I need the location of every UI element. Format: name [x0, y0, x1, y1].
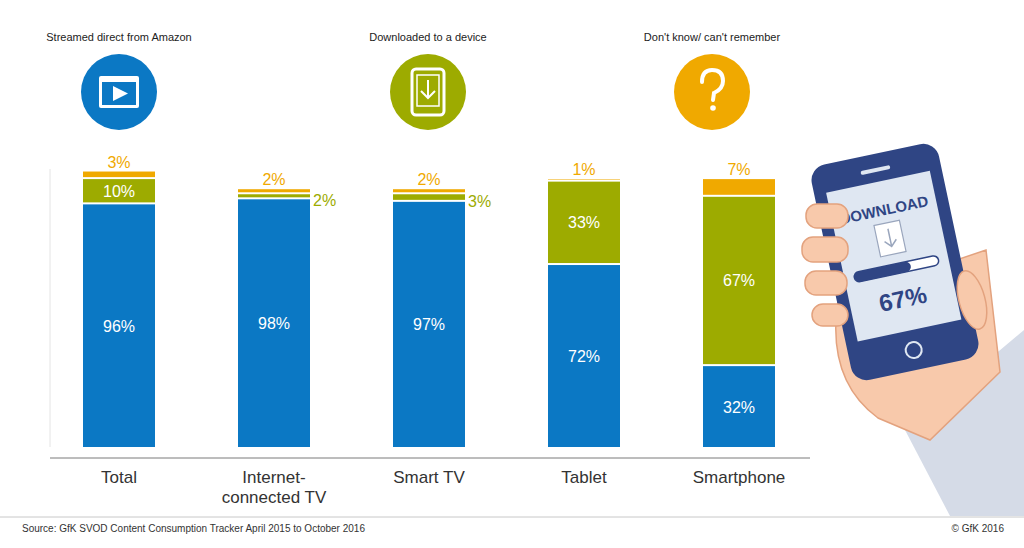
data-label: 67% [723, 272, 755, 289]
data-label: 3% [468, 193, 491, 210]
category-label-line: connected TV [222, 488, 327, 507]
legend-label: Streamed direct from Amazon [46, 31, 192, 43]
legend-label: Don't know/ can't remember [644, 31, 781, 43]
copyright: © GfK 2016 [952, 523, 1005, 534]
page: {"chart_data": {"type": "bar", "stacked"… [0, 0, 1024, 548]
phone-button [904, 341, 923, 360]
data-label: 33% [568, 214, 600, 231]
legend-icon-screen [102, 82, 136, 105]
y-axis-line [50, 169, 51, 447]
legend-icon-question [702, 70, 723, 100]
category-label: Smartphone [693, 468, 786, 487]
phone-speaker [860, 165, 890, 175]
category-label-line: Internet- [242, 468, 305, 487]
bar-segment [703, 179, 775, 195]
finger [806, 204, 848, 228]
data-label: 96% [103, 318, 135, 335]
bar-segment [393, 202, 465, 447]
thumb [952, 268, 993, 333]
screen-icon-arrow [882, 227, 897, 247]
progress-fill [853, 261, 911, 283]
chart: Streamed direct from Amazon Downloaded to… [0, 0, 1024, 548]
finger [812, 304, 848, 326]
data-label: 97% [413, 316, 445, 333]
x-axis-line [50, 458, 810, 459]
bar-segment [238, 199, 310, 447]
category-label: Internet-connected TV [222, 468, 327, 507]
legend-icon-circle [674, 54, 750, 130]
data-label: 2% [262, 171, 285, 188]
legend-icon-question-dot [710, 105, 716, 111]
progress-track [853, 255, 939, 283]
data-label: 10% [103, 183, 135, 200]
data-label: 3% [107, 154, 130, 171]
screen-icon [874, 220, 906, 257]
data-label: 2% [313, 192, 336, 209]
legend-icon-window [99, 76, 139, 108]
screen-title: DOWNLOAD [838, 192, 930, 227]
source: Source: GfK SVOD Content Consumption Tra… [22, 523, 365, 534]
bar-segment [393, 194, 465, 200]
bar-segment [703, 197, 775, 364]
bar-segment [703, 366, 775, 447]
data-label: 72% [568, 348, 600, 365]
data-label: 2% [417, 171, 440, 188]
category-label: Total [101, 468, 137, 487]
data-label: 32% [723, 399, 755, 416]
legend-icon-tablet [412, 69, 444, 115]
phone-illustration: DOWNLOAD 67% [802, 141, 1024, 516]
legend-icon-arrow [421, 80, 435, 98]
bar-segment [548, 179, 620, 181]
legend-label: Downloaded to a device [369, 31, 486, 43]
bar-segment [83, 179, 155, 202]
bar-segment [83, 204, 155, 447]
finger [805, 271, 847, 295]
bar-segment [83, 172, 155, 178]
legend: Streamed direct from Amazon Downloaded to… [46, 31, 780, 130]
legend-icon-play [113, 86, 128, 101]
data-labels: 96% 10% 3% 98% 2% 2% 97% 3% 2% 72% 33% 1% 32% 67% 7% [103, 154, 755, 416]
data-label: 98% [258, 315, 290, 332]
bar-segment [548, 182, 620, 263]
bar-segment [393, 189, 465, 192]
data-label: 7% [727, 161, 750, 178]
legend-icon-tablet-screen [417, 75, 439, 106]
bar-segment [238, 194, 310, 197]
finger [802, 237, 848, 262]
legend-icon-circle [390, 54, 466, 130]
legend-icon-circle [81, 54, 157, 130]
footer-rule [0, 517, 1024, 518]
bars [83, 172, 775, 447]
category-label: Tablet [561, 468, 607, 487]
data-label: 1% [572, 161, 595, 178]
bar-segment [548, 265, 620, 447]
bar-segment [238, 189, 310, 192]
progress-label: 67% [876, 280, 929, 316]
category-label: Smart TV [393, 468, 465, 487]
